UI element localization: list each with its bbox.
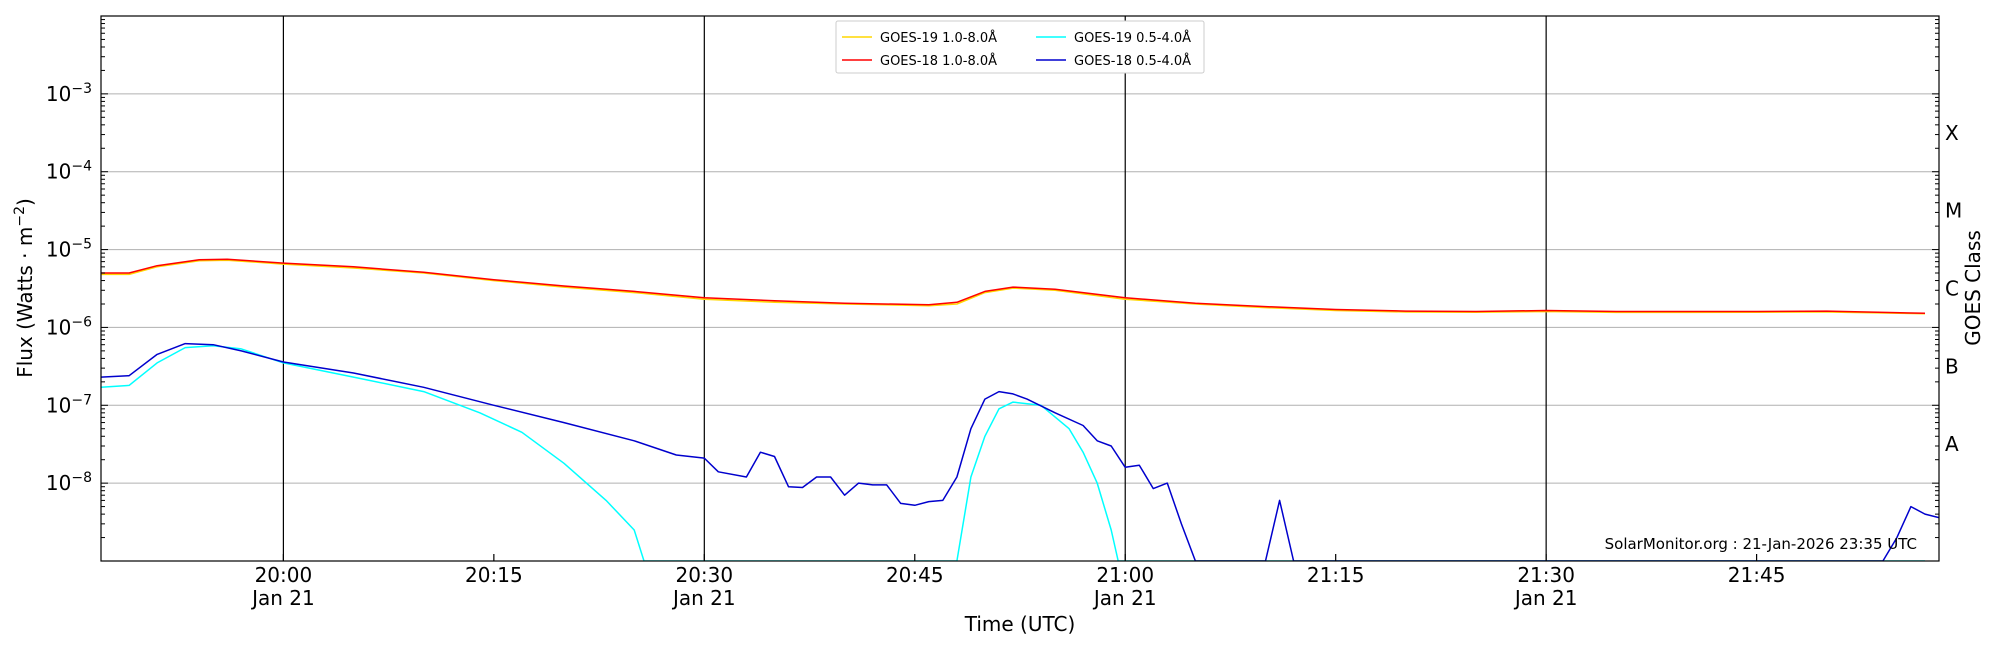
- grid-lines: [101, 93, 1939, 484]
- goes-class-label: X: [1945, 121, 1959, 145]
- series-line: [101, 258, 1926, 315]
- plot-frame: [100, 15, 1940, 562]
- x-tick-date-label: Jan 21: [671, 586, 736, 610]
- series-line: [101, 259, 1926, 315]
- legend-label-goes19-long: GOES-19 1.0-8.0Å: [880, 30, 997, 46]
- legend-box: [835, 20, 1205, 74]
- legend-label-goes18-long: GOES-18 1.0-8.0Å: [880, 53, 997, 69]
- day-marker-lines: [282, 16, 1547, 561]
- y-tick-label: 10−7: [46, 392, 92, 417]
- series-line: [101, 342, 1939, 561]
- x-tick-label: 20:00: [255, 563, 313, 587]
- x-tick-date-label: Jan 21: [250, 586, 315, 610]
- y-tick-label: 10−6: [46, 314, 92, 339]
- legend: GOES-19 1.0-8.0Å GOES-18 1.0-8.0Å GOES-1…: [835, 20, 1205, 74]
- x-axis-label: Time (UTC): [964, 612, 1076, 636]
- y-tick-label: 10−5: [46, 237, 92, 262]
- goes-class-label: C: [1945, 277, 1959, 301]
- y-axis-label: Flux (Watts · m−2): [12, 198, 37, 378]
- legend-label-goes19-short: GOES-19 0.5-4.0Å: [1074, 30, 1191, 46]
- y-axis-label-main: Flux (Watts · m: [13, 227, 37, 378]
- y-axis-label-sup: −2: [12, 206, 28, 227]
- x-tick-label: 21:30: [1517, 563, 1575, 587]
- credit-text: SolarMonitor.org : 21-Jan-2026 23:35 UTC: [1605, 535, 1917, 553]
- x-tick-label: 21:00: [1096, 563, 1154, 587]
- goes-class-axis-label: GOES Class: [1961, 230, 1985, 346]
- goes-class-label: M: [1945, 199, 1962, 223]
- y-tick-label: 10−4: [46, 159, 92, 184]
- legend-label-goes18-short: GOES-18 0.5-4.0Å: [1074, 53, 1191, 69]
- series-lines: [101, 258, 1939, 561]
- goes-class-labels: A B C M X: [1945, 121, 1962, 456]
- x-tick-label: 20:45: [886, 563, 944, 587]
- y-axis-label-close: ): [13, 198, 37, 206]
- y-axis-ticks: 10−8 10−7 10−6 10−5 10−4 10−3: [46, 19, 1939, 562]
- x-tick-date-label: Jan 21: [1092, 586, 1157, 610]
- x-tick-label: 21:15: [1307, 563, 1365, 587]
- goes-class-label: B: [1945, 354, 1959, 378]
- x-tick-label: 21:45: [1728, 563, 1786, 587]
- goes-class-label: A: [1945, 432, 1959, 456]
- x-tick-label: 20:15: [465, 563, 523, 587]
- y-tick-label: 10−8: [46, 470, 92, 495]
- x-tick-date-label: Jan 21: [1513, 586, 1578, 610]
- y-tick-label: 10−3: [46, 81, 92, 106]
- x-tick-label: 20:30: [675, 563, 733, 587]
